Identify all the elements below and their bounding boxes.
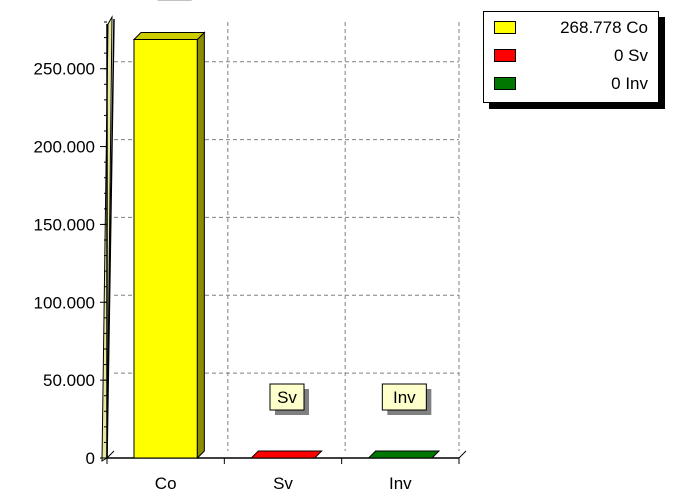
legend-swatch-inv (494, 77, 516, 90)
legend-item-sv: 0 Sv (484, 44, 660, 68)
labels: 0 50.000 100.000 150.000 200.000 250.000 Co Sv I… (34, 0, 432, 493)
x-tick-label: Sv (273, 474, 293, 493)
legend-label-co: 268.778 Co (560, 18, 648, 37)
legend-swatch-co (494, 21, 516, 34)
bars (132, 31, 441, 460)
bar-sv (250, 450, 323, 459)
y-tick-label: 100.000 (34, 293, 95, 312)
legend-label-inv: 0 Inv (611, 74, 648, 93)
data-label-text: Inv (393, 388, 416, 407)
data-label-inv: Inv (381, 383, 432, 415)
floor-edge-right (458, 450, 467, 459)
legend: 268.778 Co 0 Sv 0 Inv (483, 11, 659, 103)
bar-side (196, 31, 205, 460)
floor-edge (106, 450, 115, 459)
y-tick-label: 250.000 (34, 60, 95, 79)
x-tick-label: Inv (389, 474, 412, 493)
y-tick-label: 200.000 (34, 138, 95, 157)
legend-item-inv: 0 Inv (484, 72, 660, 96)
legend-item-co: 268.778 Co (484, 16, 660, 40)
data-label-box (269, 383, 305, 411)
bar-top (132, 31, 206, 40)
data-label-sv: Sv (269, 383, 309, 415)
y-tick-label: 0 (86, 449, 95, 468)
bar-front (133, 38, 198, 459)
legend-swatch-sv (494, 49, 516, 62)
bar-co (132, 31, 206, 460)
legend-label-sv: 0 Sv (613, 46, 648, 65)
data-label-text: Sv (277, 388, 297, 407)
y-tick-label: 150.000 (34, 215, 95, 234)
y-tick-label: 50.000 (43, 371, 95, 390)
bar-top (250, 450, 323, 459)
bar-inv (367, 450, 441, 459)
y-axis (106, 18, 115, 459)
data-label-box (381, 383, 427, 411)
bar-top (367, 450, 441, 459)
x-tick-label: Co (155, 474, 177, 493)
